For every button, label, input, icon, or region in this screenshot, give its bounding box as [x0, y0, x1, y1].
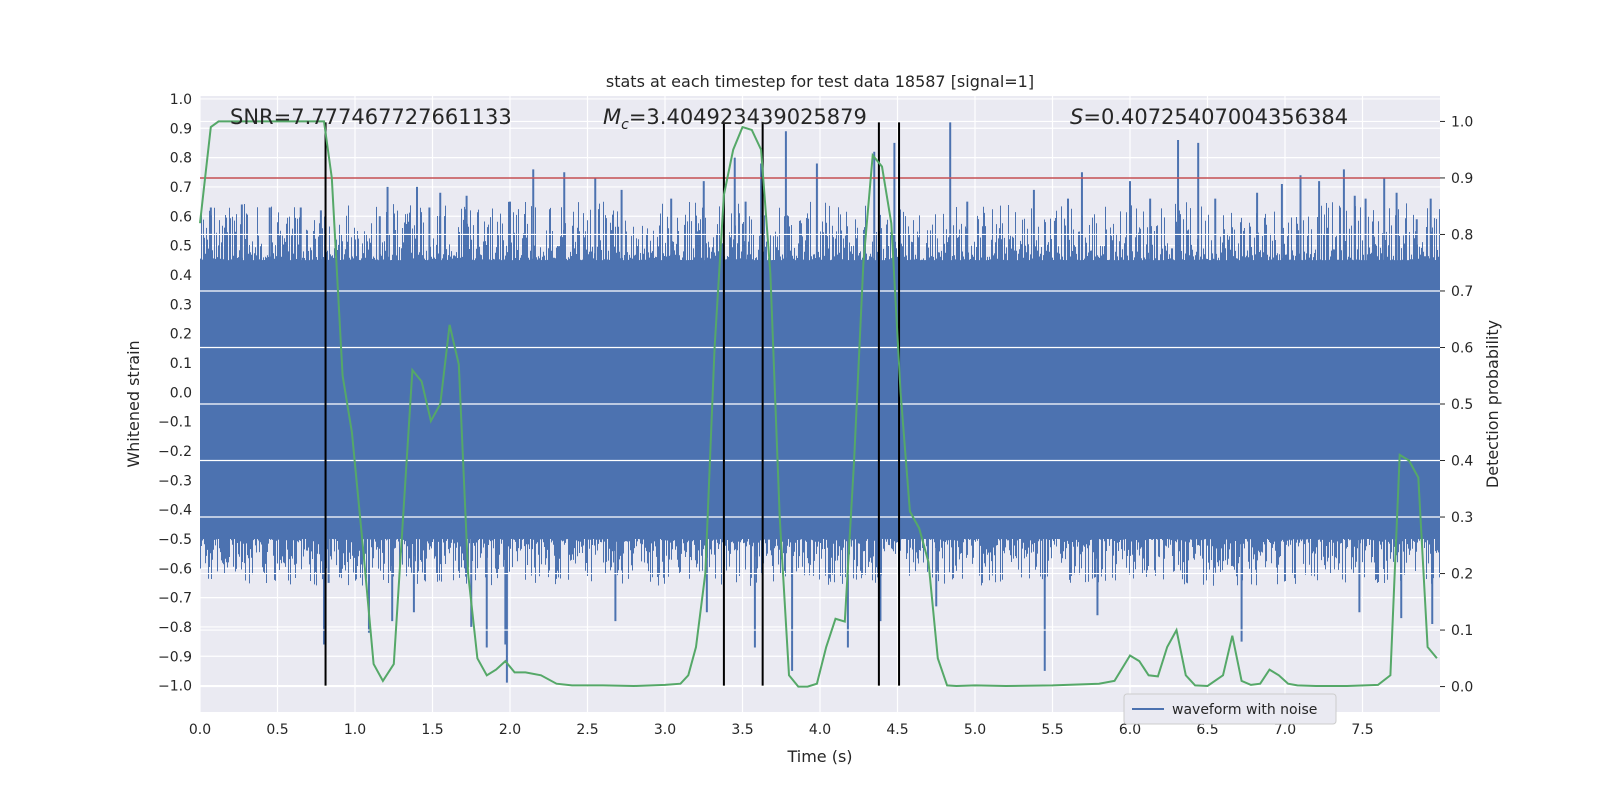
x-tick-label: 4.5 — [886, 722, 908, 738]
x-tick-label: 4.0 — [809, 722, 831, 738]
y-left-tick-label: 1.0 — [170, 92, 192, 108]
mc-symbol: M — [603, 105, 621, 129]
y-left-tick-label: −0.3 — [158, 473, 192, 489]
y-right-tick-label: 0.6 — [1451, 340, 1473, 356]
x-tick-label: 1.0 — [344, 722, 366, 738]
x-tick-label: 2.0 — [499, 722, 521, 738]
y-left-tick-label: 0.1 — [170, 356, 192, 372]
legend: waveform with noise — [1123, 693, 1337, 725]
y-right-axis-label: Detection probability — [1483, 320, 1502, 488]
y-left-tick-label: 0.7 — [170, 180, 192, 196]
y-left-tick-label: −0.2 — [158, 444, 192, 460]
vline-layer — [324, 122, 901, 686]
y-left-tick-label: 0.3 — [170, 297, 192, 313]
y-left-tick-label: 0.2 — [170, 327, 192, 343]
y-right-tick-label: 0.8 — [1451, 227, 1473, 243]
mc-annotation: Mc=3.404923439025879 — [603, 105, 867, 133]
y-right-tick-label: 0.5 — [1451, 397, 1473, 413]
y-left-tick-label: 0.9 — [170, 121, 192, 137]
y-right-tick-label: 0.2 — [1451, 567, 1473, 583]
y-right-tick-label: 0.9 — [1451, 171, 1473, 187]
y-left-tick-label: −1.0 — [158, 679, 192, 695]
detection-probability-line — [199, 120, 1438, 688]
y-left-tick-label: −0.6 — [158, 561, 192, 577]
mc-value: =3.404923439025879 — [629, 105, 867, 129]
waveform-layer — [200, 122, 1440, 683]
s-value: =0.40725407004356384 — [1083, 105, 1348, 129]
y-left-tick-label: −0.4 — [158, 503, 192, 519]
y-left-tick-label: 0.4 — [170, 268, 192, 284]
legend-box — [1123, 693, 1337, 725]
y-right-tick-label: 0.0 — [1451, 680, 1473, 696]
y-left-axis-label: Whitened strain — [124, 340, 143, 467]
s-symbol: S — [1070, 105, 1083, 129]
legend-label: waveform with noise — [1172, 702, 1317, 718]
x-tick-label: 5.0 — [964, 722, 986, 738]
x-tick-label: 6.0 — [1119, 722, 1141, 738]
x-tick-label: 0.5 — [266, 722, 288, 738]
x-axis-label: Time (s) — [786, 747, 852, 766]
chart-title: stats at each timestep for test data 185… — [606, 72, 1034, 91]
x-tick-label: 1.5 — [421, 722, 443, 738]
y-right-tick-label: 0.1 — [1451, 623, 1473, 639]
x-tick-label: 2.5 — [576, 722, 598, 738]
x-tick-label: 3.5 — [731, 722, 753, 738]
y-left-tick-label: −0.9 — [158, 649, 192, 665]
y-left-tick-label: −0.5 — [158, 532, 192, 548]
x-tick-label: 5.5 — [1041, 722, 1063, 738]
x-tick-label: 7.0 — [1274, 722, 1296, 738]
detection-layer — [199, 120, 1438, 688]
y-left-tick-label: 0.5 — [170, 239, 192, 255]
y-left-tick-label: −0.1 — [158, 415, 192, 431]
y-left-tick-label: 0.0 — [170, 385, 192, 401]
y-right-tick-label: 0.7 — [1451, 284, 1473, 300]
y-left-tick-label: −0.7 — [158, 591, 192, 607]
y-left-tick-label: −0.8 — [158, 620, 192, 636]
y-left-tick-label: 0.6 — [170, 209, 192, 225]
y-right-tick-label: 1.0 — [1451, 114, 1473, 130]
y-right-tick-label: 0.4 — [1451, 454, 1473, 470]
x-tick-label: 0.0 — [189, 722, 211, 738]
x-tick-label: 3.0 — [654, 722, 676, 738]
snr-annotation: SNR=7.777467727661133 — [230, 105, 512, 129]
y-left-tick-label: 0.8 — [170, 151, 192, 167]
y-right-tick-label: 0.3 — [1451, 510, 1473, 526]
axes-layer: 0.0 0.5 1.0 1.5 2.0 2.5 3.0 3.5 4.0 4.5 5.0 5.5 6.0 6… — [158, 92, 1473, 738]
s-annotation: S=0.40725407004356384 — [1070, 105, 1348, 129]
x-tick-label: 7.5 — [1351, 722, 1373, 738]
mc-subscript: c — [621, 117, 629, 133]
x-tick-label: 6.5 — [1196, 722, 1218, 738]
